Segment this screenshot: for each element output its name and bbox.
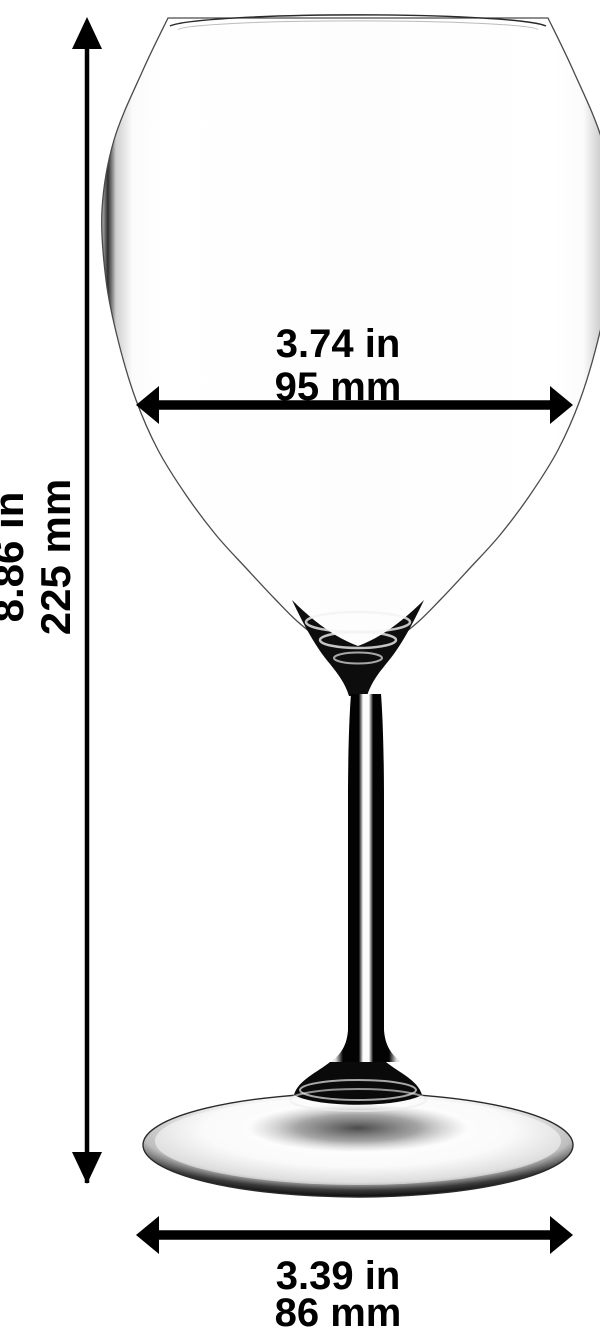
svg-text:95 mm: 95 mm bbox=[275, 365, 402, 409]
svg-text:225 mm: 225 mm bbox=[32, 479, 79, 635]
svg-text:8.86 in: 8.86 in bbox=[0, 492, 32, 623]
svg-text:86 mm: 86 mm bbox=[275, 1291, 402, 1335]
svg-text:3.74 in: 3.74 in bbox=[276, 322, 401, 366]
